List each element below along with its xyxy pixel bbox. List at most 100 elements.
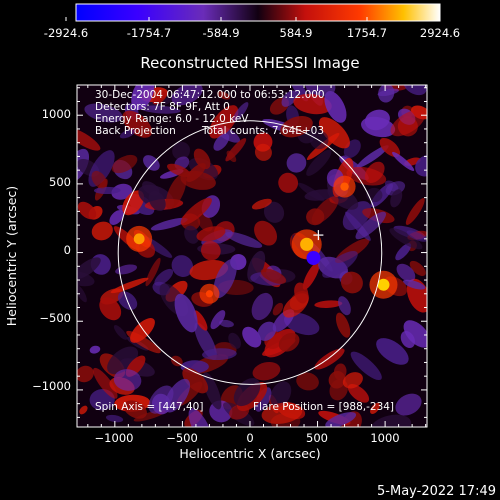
hot-spot-3 xyxy=(340,182,349,191)
emission-pattern xyxy=(77,85,427,427)
x-axis-label: Heliocentric X (arcsec) xyxy=(179,446,320,461)
emission-blob xyxy=(93,367,118,399)
emission-blob xyxy=(272,302,284,316)
emission-blob xyxy=(270,381,292,408)
emission-blob xyxy=(254,220,278,246)
emission-blob xyxy=(281,90,297,107)
emission-blob xyxy=(296,372,319,391)
y-tick-label-0: 1000 xyxy=(42,107,71,121)
emission-blob xyxy=(225,231,263,248)
emission-blob xyxy=(247,250,266,282)
colorbar-label-5: 2924.6 xyxy=(420,26,460,40)
y-tick-label-1: 500 xyxy=(49,175,71,189)
spin-axis-marker xyxy=(313,230,324,241)
colorbar-label-0: -2924.6 xyxy=(44,26,88,40)
emission-blob xyxy=(91,221,113,241)
emission-blob xyxy=(84,103,123,123)
emission-blob xyxy=(77,284,87,303)
emission-blob xyxy=(148,190,166,212)
emission-blob xyxy=(93,186,121,195)
emission-blob xyxy=(111,154,138,174)
emission-blob xyxy=(395,393,422,416)
x-tick-label-1: −500 xyxy=(166,431,198,445)
emission-blob xyxy=(251,292,273,321)
generation-timestamp: 5-May-2022 17:49 xyxy=(377,484,496,499)
emission-blob xyxy=(379,137,401,158)
emission-blob xyxy=(122,110,153,138)
emission-blob xyxy=(293,93,332,115)
emission-blob xyxy=(197,213,213,232)
hot-spot-2 xyxy=(133,233,145,245)
emission-blob xyxy=(113,325,128,340)
emission-blob xyxy=(186,163,206,183)
colorbar-label-1: -1754.7 xyxy=(127,26,171,40)
emission-blob xyxy=(286,153,307,173)
emission-blob xyxy=(210,310,226,330)
colorbar-label-4: 1754.7 xyxy=(347,26,387,40)
emission-blob xyxy=(370,414,412,427)
emission-blob xyxy=(77,257,101,280)
x-tick-label-3: 500 xyxy=(306,431,328,445)
emission-blob xyxy=(306,149,332,176)
emission-blob xyxy=(119,129,136,139)
emission-blob xyxy=(110,277,149,294)
emission-blob xyxy=(89,345,101,354)
emission-blob xyxy=(257,321,277,341)
emission-blob xyxy=(193,310,208,331)
emission-blob xyxy=(403,320,427,348)
emission-blob xyxy=(335,312,351,338)
x-tick-label-0: −1000 xyxy=(95,431,134,445)
emission-blob xyxy=(278,332,300,352)
time-range: 30-Dec-2004 06:47:12.000 to 06:53:12.000 xyxy=(95,89,325,101)
emission-blob xyxy=(152,91,168,105)
emission-blob xyxy=(228,332,241,349)
emission-blob xyxy=(280,116,313,138)
emission-blob xyxy=(111,183,133,200)
emission-blob xyxy=(390,109,426,137)
emission-blob xyxy=(355,211,387,240)
emission-blob xyxy=(409,260,426,277)
emission-blob xyxy=(171,85,203,106)
flare-position-label: Flare Position = [988,-234] xyxy=(253,401,394,413)
emission-blob xyxy=(150,217,188,231)
emission-blob xyxy=(115,264,138,275)
emission-blob xyxy=(232,102,249,122)
emission-blob xyxy=(209,105,239,139)
reconstructed-image xyxy=(77,85,427,427)
emission-blob xyxy=(338,296,351,316)
emission-blob xyxy=(154,268,174,286)
emission-blob xyxy=(314,348,345,370)
emission-blob xyxy=(350,351,382,381)
emission-blob xyxy=(322,251,358,278)
emission-blob xyxy=(219,319,234,328)
emission-blob xyxy=(213,133,230,151)
emission-blob xyxy=(340,271,363,294)
hot-spot-1 xyxy=(377,278,390,291)
colorbar-label-3: 584.9 xyxy=(280,26,313,40)
emission-blob xyxy=(252,361,281,381)
emission-blob xyxy=(109,210,124,225)
x-tick-label-4: 1000 xyxy=(370,431,399,445)
emission-blob xyxy=(294,282,309,304)
emission-blob xyxy=(254,387,272,412)
emission-blob xyxy=(213,259,237,299)
emission-blob xyxy=(318,117,350,149)
emission-blob xyxy=(165,174,187,210)
emission-blob xyxy=(122,190,145,216)
emission-blob xyxy=(113,369,142,391)
emission-blob xyxy=(325,412,357,427)
detectors: Detectors: 7F 8F 9F, Att 0 xyxy=(95,101,230,113)
emission-blob xyxy=(318,85,336,97)
emission-blob xyxy=(202,348,237,361)
emission-blob xyxy=(328,371,346,389)
emission-blob xyxy=(99,297,122,321)
emission-blob xyxy=(77,365,94,383)
emission-blob xyxy=(364,109,390,131)
emission-blob xyxy=(145,257,161,287)
emission-blob xyxy=(200,240,221,261)
emission-blob xyxy=(310,130,329,150)
x-tick-label-2: 0 xyxy=(246,431,253,445)
emission-blob xyxy=(196,226,226,242)
emission-blob xyxy=(193,148,211,170)
